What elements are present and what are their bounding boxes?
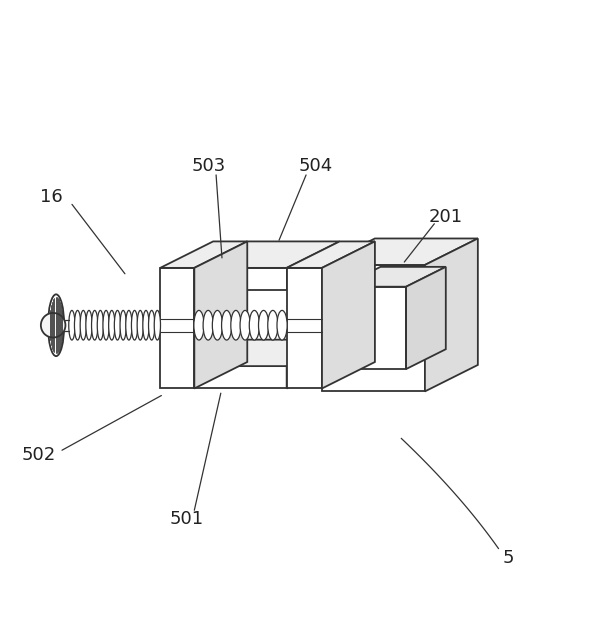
Ellipse shape	[222, 310, 232, 340]
Ellipse shape	[120, 310, 126, 340]
Ellipse shape	[240, 310, 250, 340]
Ellipse shape	[231, 310, 241, 340]
Text: 5: 5	[503, 549, 514, 567]
Ellipse shape	[249, 310, 259, 340]
Ellipse shape	[109, 310, 115, 340]
Ellipse shape	[131, 310, 138, 340]
Polygon shape	[194, 339, 340, 366]
Ellipse shape	[80, 310, 86, 340]
Text: 501: 501	[170, 510, 204, 528]
Ellipse shape	[194, 310, 204, 340]
Polygon shape	[322, 265, 425, 391]
Ellipse shape	[114, 310, 121, 340]
Polygon shape	[287, 268, 322, 389]
Ellipse shape	[86, 310, 92, 340]
Text: 503: 503	[191, 157, 226, 175]
Polygon shape	[287, 339, 340, 389]
Text: 504: 504	[299, 157, 333, 175]
Ellipse shape	[98, 310, 103, 340]
Text: 201: 201	[429, 208, 463, 226]
Ellipse shape	[277, 310, 287, 340]
Ellipse shape	[212, 310, 222, 340]
Ellipse shape	[126, 310, 132, 340]
Polygon shape	[341, 267, 446, 286]
Polygon shape	[341, 286, 406, 369]
Polygon shape	[406, 267, 446, 369]
Ellipse shape	[154, 310, 161, 340]
Polygon shape	[425, 238, 478, 391]
Polygon shape	[194, 366, 287, 389]
Polygon shape	[160, 241, 247, 268]
Circle shape	[41, 313, 66, 338]
Ellipse shape	[143, 310, 149, 340]
Polygon shape	[322, 238, 478, 265]
Polygon shape	[194, 268, 287, 290]
Polygon shape	[287, 241, 375, 268]
Ellipse shape	[69, 310, 75, 340]
Ellipse shape	[203, 310, 213, 340]
Text: 502: 502	[21, 446, 56, 464]
Ellipse shape	[148, 310, 155, 340]
Ellipse shape	[103, 310, 109, 340]
Polygon shape	[194, 241, 247, 389]
Text: 16: 16	[40, 188, 63, 207]
Polygon shape	[160, 268, 194, 389]
Polygon shape	[194, 241, 340, 268]
Ellipse shape	[92, 310, 98, 340]
Ellipse shape	[258, 310, 269, 340]
Polygon shape	[322, 241, 375, 389]
Ellipse shape	[74, 310, 81, 340]
Ellipse shape	[48, 295, 64, 356]
Ellipse shape	[137, 310, 144, 340]
Ellipse shape	[268, 310, 278, 340]
